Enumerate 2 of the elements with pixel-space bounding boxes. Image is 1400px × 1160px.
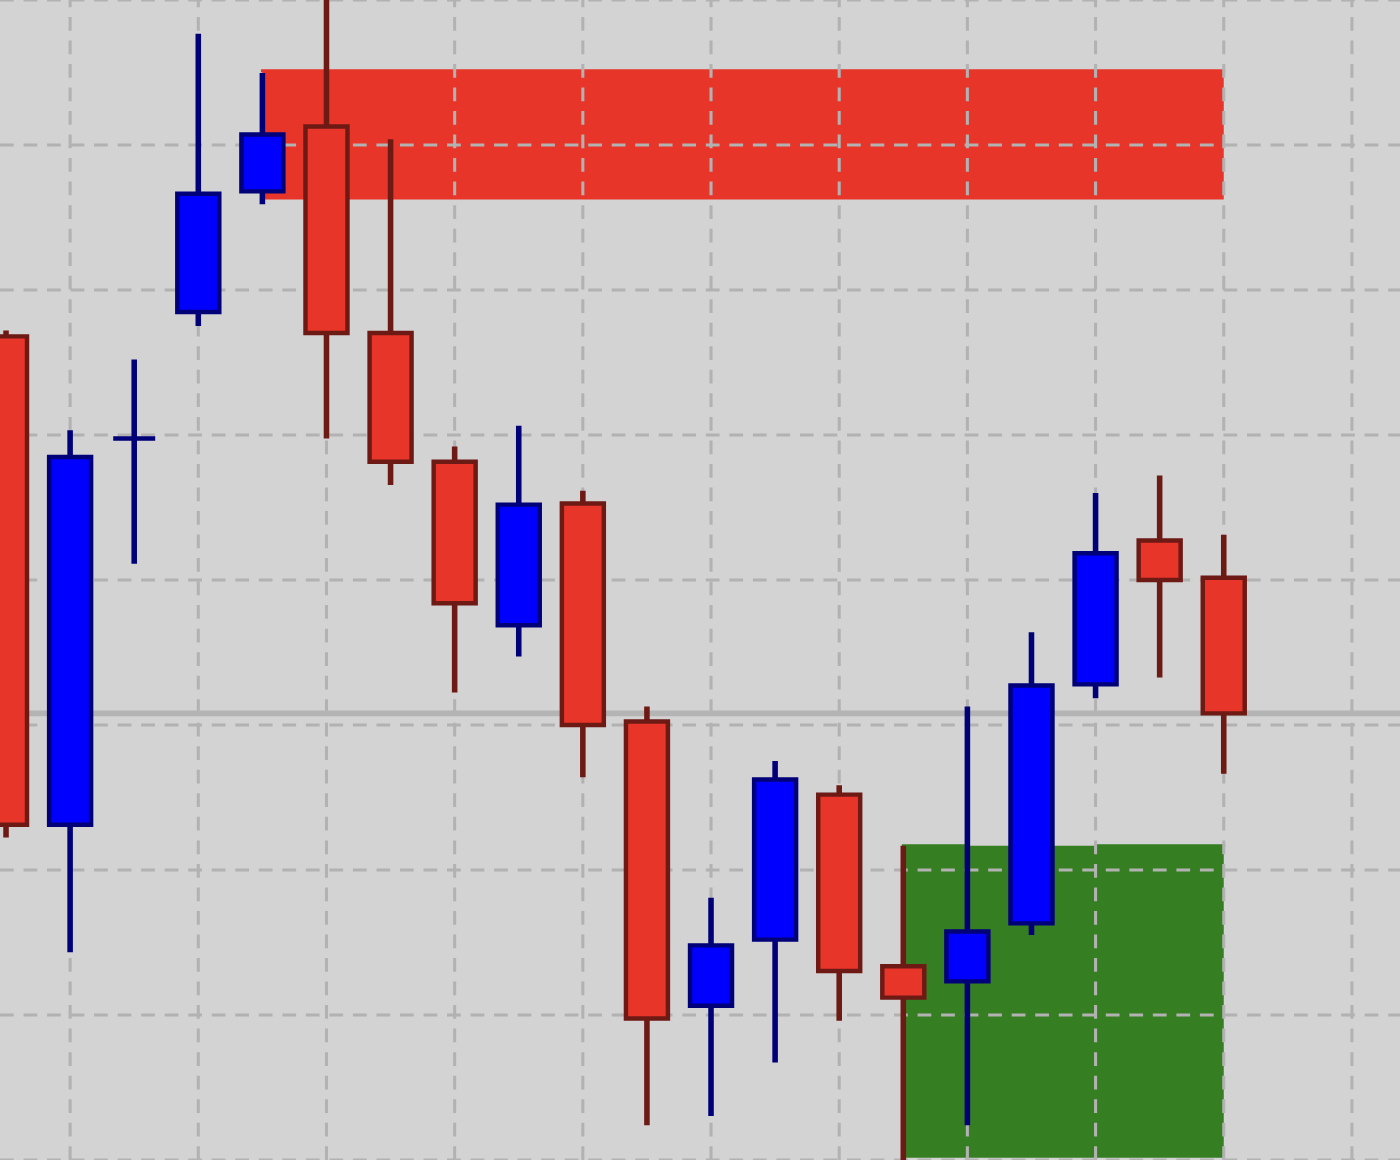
candlestick (1136, 472, 1183, 681)
candlestick (111, 356, 158, 567)
